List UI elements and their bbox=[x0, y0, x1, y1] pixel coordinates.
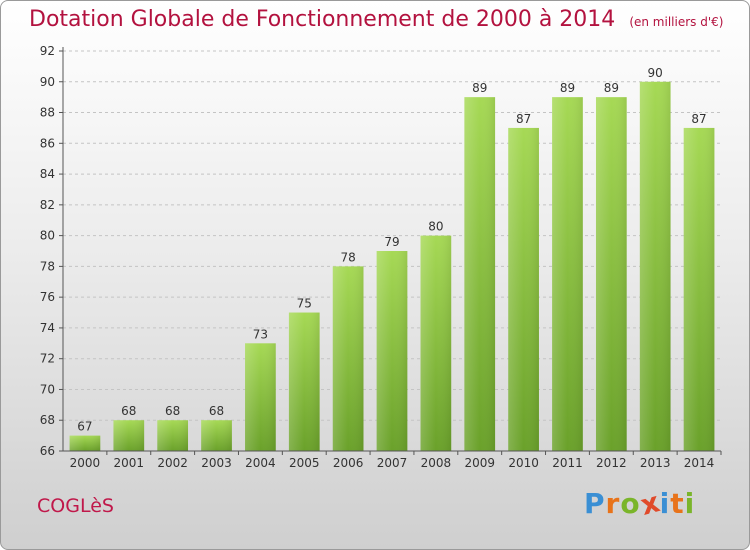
data-label: 87 bbox=[691, 112, 706, 126]
chart-title: Dotation Globale de Fonctionnement de 20… bbox=[29, 7, 723, 32]
data-label: 68 bbox=[121, 404, 136, 418]
bar-shade-2011 bbox=[552, 97, 583, 452]
bar-shade-2013 bbox=[639, 81, 671, 452]
data-label: 68 bbox=[209, 404, 224, 418]
x-tick-label: 2001 bbox=[114, 456, 145, 470]
x-tick-label: 2009 bbox=[464, 456, 495, 470]
x-tick-label: 2011 bbox=[552, 456, 583, 470]
proxiti-logo[interactable]: Proxiti bbox=[584, 485, 696, 522]
chart-subtitle: (en milliers d'€) bbox=[629, 15, 724, 29]
axes: 66 68 70 72 74 76 78 80 82 84 86 88 90 92 bbox=[40, 44, 722, 458]
x-tick-label: 2003 bbox=[201, 456, 232, 470]
bar-shade-2010 bbox=[508, 127, 539, 451]
bars bbox=[69, 81, 715, 452]
data-label: 89 bbox=[560, 81, 575, 95]
y-tick-label: 86 bbox=[40, 136, 55, 150]
data-label: 89 bbox=[472, 81, 487, 95]
x-tick-label: 2002 bbox=[157, 456, 188, 470]
x-tick-label: 2004 bbox=[245, 456, 276, 470]
bar-shade-2014 bbox=[683, 127, 715, 451]
data-label: 75 bbox=[297, 297, 312, 311]
y-tick-label: 92 bbox=[40, 44, 55, 58]
data-label: 87 bbox=[516, 112, 531, 126]
bar-shade-2006 bbox=[332, 266, 364, 451]
bar-shade-2003 bbox=[201, 420, 232, 451]
bar-shade-2001 bbox=[113, 420, 145, 451]
y-tick-label: 84 bbox=[40, 167, 55, 181]
y-tick-label: 74 bbox=[40, 321, 55, 335]
bar-shade-2007 bbox=[376, 251, 408, 451]
bar-shade-2008 bbox=[420, 235, 452, 451]
y-tick-label: 90 bbox=[40, 75, 55, 89]
logo-letter: i bbox=[684, 487, 696, 520]
data-label: 67 bbox=[77, 420, 92, 434]
commune-name: COGLèS bbox=[37, 495, 114, 517]
y-tick-label: 66 bbox=[40, 444, 55, 458]
logo-letter: r bbox=[605, 487, 621, 520]
x-tick-label: 2013 bbox=[640, 456, 671, 470]
bar-shade-2002 bbox=[157, 420, 189, 451]
x-tick-label: 2014 bbox=[684, 456, 715, 470]
y-tick-label: 72 bbox=[40, 352, 55, 366]
data-label: 78 bbox=[340, 250, 355, 264]
bar-shade-2009 bbox=[464, 97, 496, 452]
chart-title-text: Dotation Globale de Fonctionnement de 20… bbox=[29, 7, 616, 32]
data-label: 79 bbox=[384, 235, 399, 249]
data-label: 89 bbox=[604, 81, 619, 95]
y-tick-label: 82 bbox=[40, 198, 55, 212]
labels: 2000 67 2001 68 2002 68 2003 68 2004 73 2005 75 2006… bbox=[70, 66, 715, 470]
logo-letter: t bbox=[670, 487, 685, 520]
y-tick-label: 80 bbox=[40, 229, 55, 243]
bar-shade-2005 bbox=[288, 312, 320, 451]
x-tick-label: 2000 bbox=[70, 456, 101, 470]
x-tick-label: 2010 bbox=[508, 456, 539, 470]
y-tick-label: 88 bbox=[40, 106, 55, 120]
x-tick-label: 2005 bbox=[289, 456, 320, 470]
data-label: 73 bbox=[253, 327, 268, 341]
x-tick-label: 2012 bbox=[596, 456, 627, 470]
y-tick-label: 70 bbox=[40, 382, 55, 396]
y-tick-label: 78 bbox=[40, 259, 55, 273]
logo-letter: P bbox=[584, 487, 606, 520]
data-label: 80 bbox=[428, 220, 443, 234]
data-label: 90 bbox=[648, 66, 663, 80]
logo-letter: o bbox=[620, 487, 641, 520]
y-tick-label: 68 bbox=[40, 413, 55, 427]
x-tick-label: 2007 bbox=[377, 456, 408, 470]
x-tick-label: 2006 bbox=[333, 456, 364, 470]
bar-shade-2004 bbox=[245, 343, 276, 451]
x-tick-label: 2008 bbox=[421, 456, 452, 470]
y-tick-label: 76 bbox=[40, 290, 55, 304]
data-label: 68 bbox=[165, 404, 180, 418]
bar-shade-2000 bbox=[69, 435, 101, 451]
logo-letter: i bbox=[659, 487, 671, 520]
bar-shade-2012 bbox=[595, 97, 627, 452]
